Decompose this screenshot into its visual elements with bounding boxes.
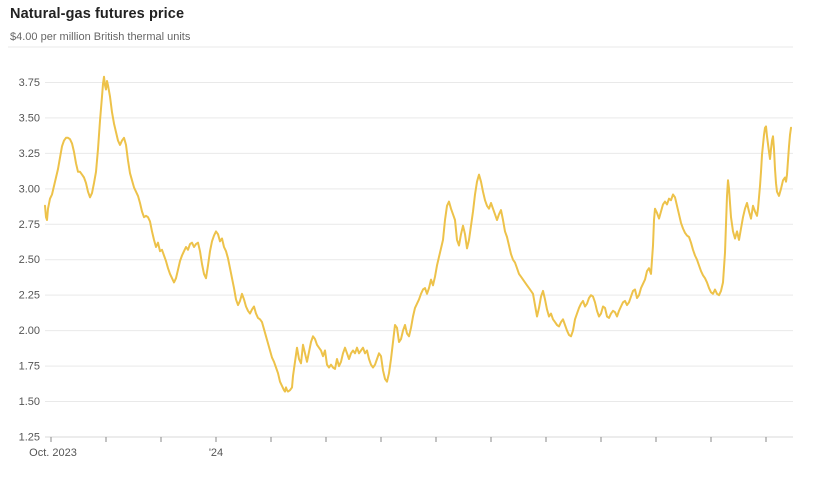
- y-tick-label: 1.75: [19, 361, 40, 373]
- y-tick-label: 1.50: [19, 396, 40, 408]
- chart-title: Natural-gas futures price: [10, 6, 185, 22]
- y-tick-label: 2.50: [19, 254, 40, 266]
- y-tick-label: 2.75: [19, 219, 40, 231]
- y-tick-label: 2.00: [19, 325, 40, 337]
- y-tick-label: 2.25: [19, 290, 40, 302]
- y-tick-label: 3.25: [19, 148, 40, 160]
- y-tick-label: 3.00: [19, 183, 40, 195]
- y-tick-label: 3.50: [19, 112, 40, 124]
- y-tick-label: 1.25: [19, 432, 40, 444]
- x-tick-label: Oct. 2023: [29, 447, 77, 459]
- x-tick-label: '24: [209, 447, 223, 459]
- chart-unit-note: $4.00 per million British thermal units: [10, 31, 191, 43]
- y-tick-label: 3.75: [19, 77, 40, 89]
- price-line: [44, 75, 792, 393]
